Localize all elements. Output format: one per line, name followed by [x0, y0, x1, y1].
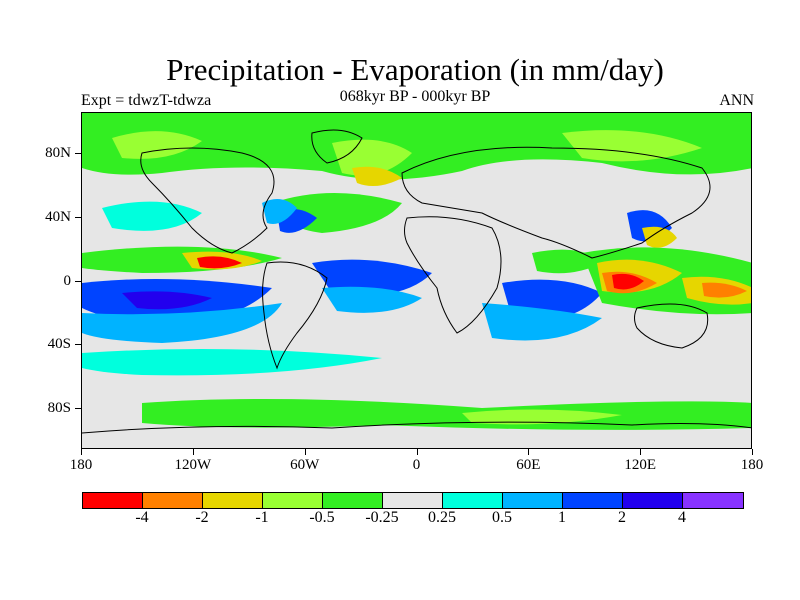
eurasia-coast	[401, 146, 711, 259]
itcz-red	[197, 256, 242, 269]
south-america-coast	[262, 261, 328, 370]
experiment-label: Expt = tdwzT-tdwza	[81, 92, 212, 109]
lon-tick-label: 0	[412, 457, 421, 473]
coastlines	[82, 129, 751, 434]
colorbar-swatch	[563, 493, 623, 508]
colorbar-swatch	[683, 493, 743, 508]
antarctic-grey	[82, 431, 751, 448]
lat-tick-label: 40S	[47, 336, 71, 353]
lon-tick-mark	[416, 449, 418, 455]
north-america-coast	[140, 147, 275, 254]
lon-tick-label: 120E	[624, 457, 656, 473]
antarctica-coast	[82, 421, 751, 434]
lon-tick-mark	[528, 449, 530, 455]
arctic-yellow-patch	[352, 166, 402, 187]
colorbar-label: -0.25	[365, 509, 399, 526]
tropical-atlantic-cyan	[322, 286, 422, 313]
lat-tick-mark	[75, 216, 81, 218]
lat-tick-label: 40N	[45, 208, 71, 225]
colorbar-label: -2	[195, 509, 209, 526]
lon-tick-mark	[81, 449, 82, 455]
australia-coast	[634, 303, 709, 349]
greenland-coast	[311, 129, 363, 164]
season-label: ANN	[719, 92, 754, 109]
colorbar-swatch	[383, 493, 443, 508]
lat-tick-label: 0	[63, 272, 72, 289]
lon-tick-label: 180	[69, 457, 93, 473]
map-plot	[81, 112, 752, 449]
colorbar-label: -4	[135, 509, 149, 526]
colorbar-swatch	[323, 493, 383, 508]
east-asia-yellow	[642, 226, 677, 248]
colorbar-label: -1	[255, 509, 269, 526]
colorbar-swatch	[623, 493, 683, 508]
map-title: Precipitation - Evaporation (in mm/day)	[166, 52, 664, 87]
lat-tick-label: 80N	[45, 145, 71, 162]
colorbar-swatch	[443, 493, 503, 508]
maritime-red	[612, 273, 644, 290]
lat-tick-mark	[75, 153, 81, 155]
colorbar	[82, 492, 744, 509]
colorbar-swatch	[83, 493, 143, 508]
lat-tick-mark	[75, 344, 81, 346]
west-pacific-orange	[702, 282, 747, 298]
lon-tick-label: 120W	[174, 457, 212, 473]
africa-coast	[404, 216, 502, 334]
south-pacific-cyan	[82, 303, 282, 343]
tropical-atlantic-blue	[312, 259, 432, 296]
lat-tick-mark	[75, 407, 81, 409]
southern-ocean-green	[142, 399, 751, 430]
lon-tick-label: 60E	[516, 457, 541, 473]
colorbar-swatch	[203, 493, 263, 508]
colorbar-label: -0.5	[309, 509, 335, 526]
colorbar-swatch	[263, 493, 323, 508]
indian-ocean-cyan	[482, 303, 602, 341]
pe-field-layer	[82, 113, 751, 448]
north-pacific-lime	[112, 131, 202, 159]
colorbar-swatch	[503, 493, 563, 508]
colorbar-label: 4	[678, 509, 686, 526]
lon-tick-mark	[192, 449, 194, 455]
lat-tick-mark	[75, 280, 81, 282]
arctic-lime-patch	[332, 139, 412, 176]
colorbar-label: 2	[618, 509, 626, 526]
southern-ocean-lime	[462, 409, 622, 425]
colorbar-label: 0.25	[428, 509, 456, 526]
gulf-stream-cyan	[262, 199, 297, 224]
siberia-lime	[562, 130, 702, 162]
north-pacific-cyan	[102, 201, 202, 231]
colorbar-label: 0.5	[492, 509, 512, 526]
lon-tick-mark	[640, 449, 642, 455]
colorbar-label: 1	[558, 509, 566, 526]
lon-tick-label: 60W	[290, 457, 320, 473]
map-subtitle: 068kyr BP - 000kyr BP	[339, 88, 491, 105]
colorbar-swatch	[143, 493, 203, 508]
lon-tick-label: 180	[740, 457, 764, 473]
southern-ocean-cyan	[82, 349, 382, 376]
south-pacific-navy	[122, 291, 212, 310]
lon-tick-mark	[752, 449, 753, 455]
lat-tick-label: 80S	[47, 399, 71, 416]
arctic-green-band	[82, 113, 751, 180]
lon-tick-mark	[304, 449, 306, 455]
